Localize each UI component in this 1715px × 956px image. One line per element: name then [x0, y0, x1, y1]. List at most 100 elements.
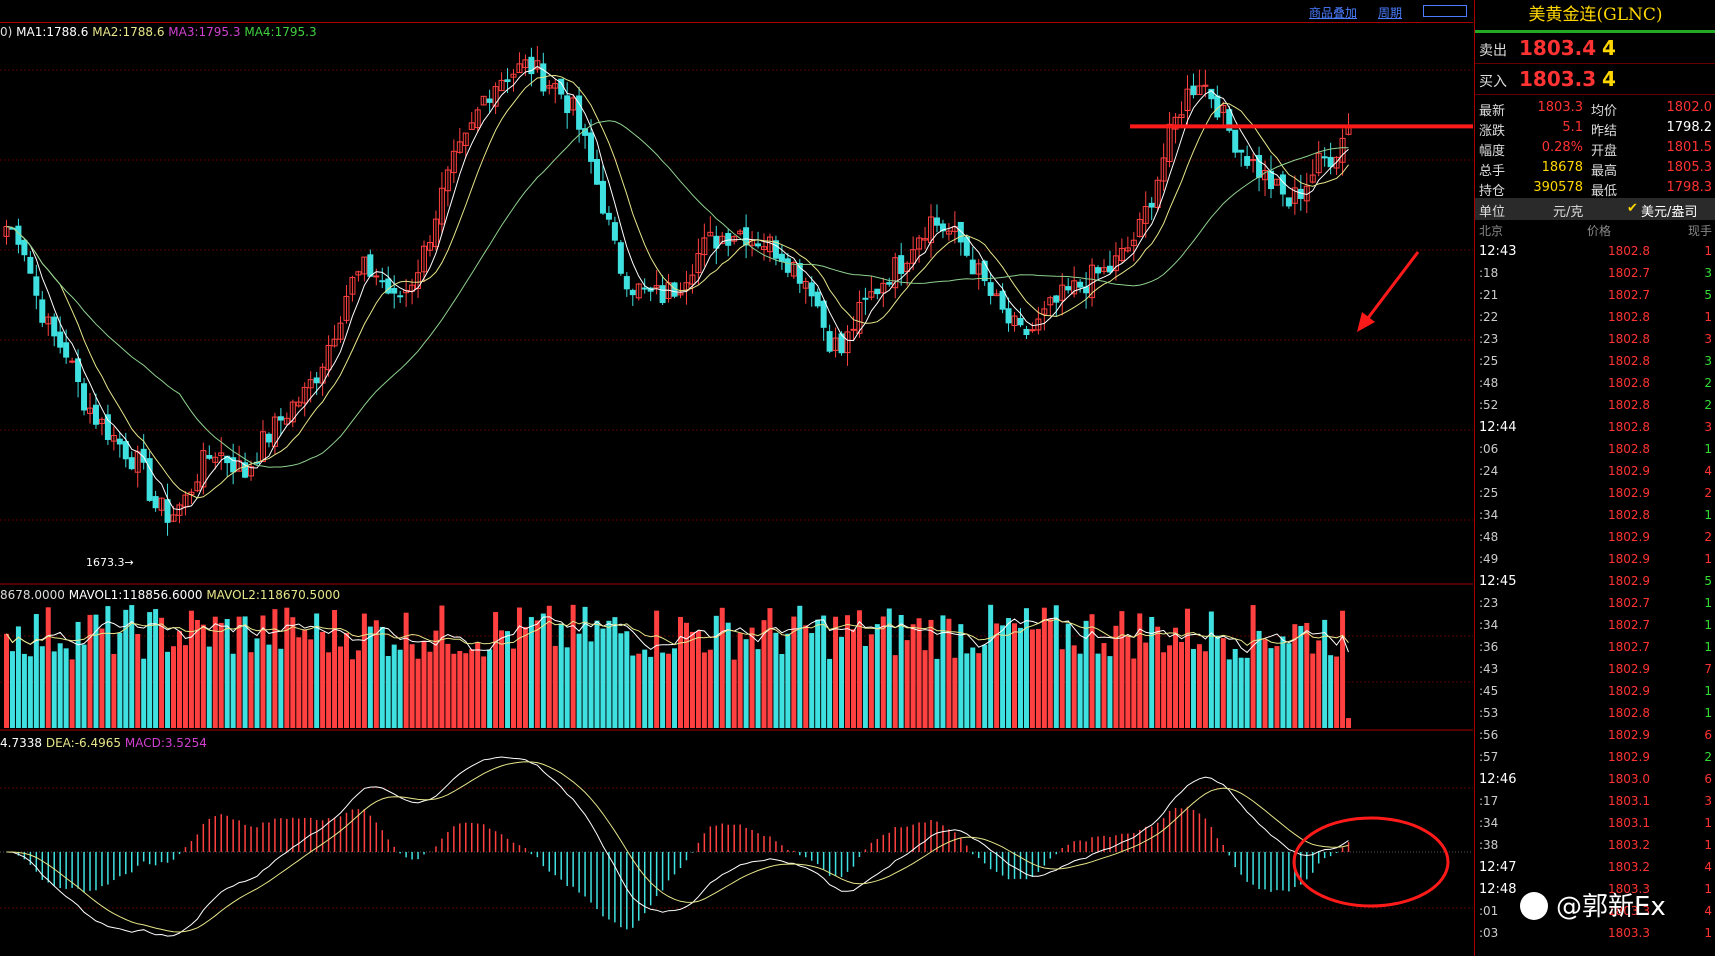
tick-row[interactable]: :24 1802.9 4: [1475, 460, 1715, 482]
tick-row[interactable]: :34 1802.7 1: [1475, 614, 1715, 636]
tick-row[interactable]: 12:44 1802.8 3: [1475, 416, 1715, 438]
candle-body: [307, 379, 314, 389]
candle: [69, 357, 76, 364]
candle-body: [9, 227, 16, 230]
candle-body: [516, 63, 523, 74]
candle: [51, 313, 58, 347]
candle-body: [57, 331, 64, 348]
volume-bar: [349, 659, 355, 728]
tick-time: :49: [1479, 552, 1499, 566]
tick-list[interactable]: 12:43 1802.8 1:18 1802.7 3:21 1802.7 5:2…: [1475, 240, 1715, 944]
volume-bar: [1107, 656, 1113, 728]
tick-row[interactable]: :06 1802.8 1: [1475, 438, 1715, 460]
chart-canvas[interactable]: [0, 0, 1473, 956]
tick-price: 1803.0: [1608, 772, 1650, 786]
volume-bar: [558, 623, 564, 728]
tick-volume: 7: [1704, 662, 1712, 676]
candle-body: [653, 285, 660, 289]
tick-price: 1802.7: [1608, 618, 1650, 632]
candle-body: [212, 456, 219, 463]
tick-row[interactable]: :36 1802.7 1: [1475, 636, 1715, 658]
candle: [158, 497, 165, 517]
tick-row[interactable]: :45 1802.9 1: [1475, 680, 1715, 702]
macd-histogram: [6, 756, 1350, 937]
candle-body: [474, 109, 481, 129]
candle-body: [916, 237, 923, 250]
candle-body: [832, 337, 839, 351]
volume-bar: [254, 638, 260, 728]
unit-option-ounce[interactable]: 美元/盎司: [1641, 205, 1698, 220]
tick-row[interactable]: :25 1802.9 2: [1475, 482, 1715, 504]
tick-row[interactable]: 12:46 1803.0 6: [1475, 768, 1715, 790]
candle: [57, 316, 64, 354]
candle-body: [880, 282, 887, 294]
tick-row[interactable]: :18 1802.7 3: [1475, 262, 1715, 284]
tick-row[interactable]: :23 1802.7 1: [1475, 592, 1715, 614]
tick-row[interactable]: :48 1802.9 2: [1475, 526, 1715, 548]
ask-volume: 4: [1602, 36, 1616, 60]
tick-row[interactable]: :21 1802.7 5: [1475, 284, 1715, 306]
tick-row[interactable]: :03 1803.3 1: [1475, 922, 1715, 944]
chart-area[interactable]: 商品叠加 周期 0) MA1:1788.6 MA2:1788.6 MA3:179…: [0, 0, 1473, 956]
ask-row[interactable]: 卖出 1803.4 4: [1475, 33, 1715, 64]
candle: [385, 266, 392, 295]
tick-row[interactable]: :49 1802.9 1: [1475, 548, 1715, 570]
candle: [116, 432, 123, 458]
candle-body: [701, 237, 708, 256]
tick-row[interactable]: 12:43 1802.8 1: [1475, 240, 1715, 262]
volume-bar: [260, 615, 266, 728]
candle: [421, 240, 428, 283]
tick-row[interactable]: :43 1802.9 7: [1475, 658, 1715, 680]
candle: [63, 329, 70, 364]
tick-row[interactable]: :57 1802.9 2: [1475, 746, 1715, 768]
tick-row[interactable]: :34 1802.8 1: [1475, 504, 1715, 526]
tick-row[interactable]: :22 1802.8 1: [1475, 306, 1715, 328]
candle-body: [969, 259, 976, 275]
volume-bar: [135, 634, 141, 728]
bid-row[interactable]: 买入 1803.3 4: [1475, 64, 1715, 95]
volume-bar: [421, 640, 427, 728]
period-link[interactable]: 周期: [1378, 6, 1403, 20]
volume-bar: [1274, 646, 1280, 728]
candle: [486, 89, 493, 113]
volume-bar: [105, 606, 111, 728]
zoom-controls-icon[interactable]: [1423, 5, 1467, 17]
candle: [701, 223, 708, 267]
tick-price: 1802.8: [1608, 706, 1650, 720]
tick-row[interactable]: 12:47 1803.2 4: [1475, 856, 1715, 878]
candle: [1136, 212, 1143, 238]
tick-row[interactable]: :34 1803.1 1: [1475, 812, 1715, 834]
tick-row[interactable]: 12:48 1803.3 1: [1475, 878, 1715, 900]
tick-row[interactable]: :56 1802.9 6: [1475, 724, 1715, 746]
candle-body: [218, 452, 225, 457]
candle: [617, 239, 624, 276]
candle: [498, 72, 505, 92]
tick-price: 1802.9: [1608, 574, 1650, 588]
tick-row[interactable]: :52 1802.8 2: [1475, 394, 1715, 416]
candle: [188, 488, 195, 505]
volume-bar: [367, 626, 373, 728]
tick-row[interactable]: :48 1802.8 2: [1475, 372, 1715, 394]
volume-bar: [159, 617, 165, 728]
tick-row[interactable]: 12:45 1802.9 5: [1475, 570, 1715, 592]
tick-row[interactable]: :01 1803.3 4: [1475, 900, 1715, 922]
candle-body: [158, 497, 165, 511]
unit-option-gram[interactable]: 元/克: [1553, 205, 1584, 220]
candle: [325, 335, 332, 377]
candle: [1345, 113, 1352, 136]
tick-row[interactable]: :53 1802.8 1: [1475, 702, 1715, 724]
candle: [152, 490, 159, 512]
overlay-link[interactable]: 商品叠加: [1309, 6, 1358, 20]
candle-body: [1029, 329, 1036, 332]
volume-bar: [153, 609, 159, 728]
candle-body: [1220, 104, 1227, 113]
volume-bar: [493, 612, 499, 728]
moving-average-lines: [6, 65, 1349, 511]
tick-row[interactable]: :38 1803.2 1: [1475, 834, 1715, 856]
tick-row[interactable]: :17 1803.1 3: [1475, 790, 1715, 812]
candle-body: [743, 227, 750, 246]
tick-row[interactable]: :23 1802.8 3: [1475, 328, 1715, 350]
tick-row[interactable]: :25 1802.8 3: [1475, 350, 1715, 372]
candle: [1118, 238, 1125, 263]
volume-bar: [916, 618, 922, 728]
